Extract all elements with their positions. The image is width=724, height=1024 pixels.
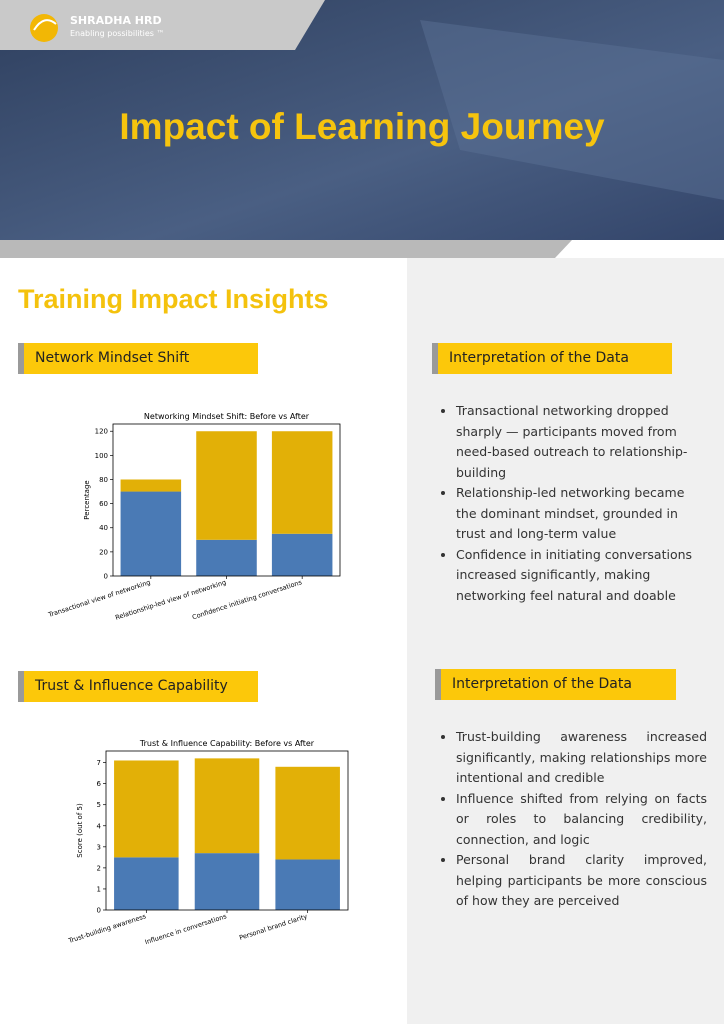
y-axis-label: Percentage [83,480,91,519]
bar-segment [275,859,340,910]
bullet-list: Transactional networking dropped sharply… [438,401,706,606]
bullet: Influence shifted from relying on facts … [456,789,707,851]
panel-label: Trust & Influence Capability [18,671,258,702]
y-tick-label: 20 [99,548,108,556]
y-tick-label: 60 [99,500,108,508]
chart: Trust & Influence Capability: Before vs … [67,739,349,946]
bar-segment [275,766,340,860]
y-tick-label: 7 [97,759,101,767]
y-tick-label: 3 [97,843,101,851]
x-tick-label: Personal brand clarity [238,912,308,942]
y-tick-label: 2 [97,864,101,872]
header: SHRADHA HRD Enabling possibilities ™ [0,0,724,258]
bar-segment [271,533,333,576]
interpretation-label: Interpretation of the Data [435,669,676,700]
bar-segment [120,491,182,576]
bar-segment [114,857,179,910]
interpretation-label: Interpretation of the Data [432,343,672,374]
bullet-list: Trust-building awareness increased signi… [438,727,707,912]
x-tick-label: Influence in conversations [144,912,228,946]
bar-segment [120,479,182,492]
bar-segment [194,758,260,854]
bar-segment [271,431,333,534]
y-tick-label: 4 [97,822,102,830]
y-tick-label: 80 [99,476,108,484]
header-art [0,0,724,258]
bar-segment [196,431,257,540]
x-tick-label: Trust-building awareness [67,912,148,945]
plot-frame [112,423,341,577]
side-panel [407,258,724,1024]
bullet: Personal brand clarity improved, helping… [456,850,707,912]
y-tick-label: 0 [97,907,101,915]
y-tick-label: 1 [97,885,101,893]
y-tick-label: 100 [95,452,108,460]
y-axis-label: Score (out of 5) [76,803,84,858]
panel-label: Network Mindset Shift [18,343,258,374]
section-title: Training Impact Insights [18,284,329,314]
y-tick-label: 6 [97,780,102,788]
bullet: Confidence in initiating conversations i… [456,545,706,607]
bar-segment [114,760,179,858]
chart-title: Networking Mindset Shift: Before vs Afte… [144,412,310,421]
y-tick-label: 5 [97,801,101,809]
brand: SHRADHA HRD [70,14,162,27]
chart: Networking Mindset Shift: Before vs Afte… [46,412,341,622]
bar-segment [196,539,257,576]
plot-frame [105,750,349,911]
y-tick-label: 40 [99,524,108,532]
page-title: Impact of Learning Journey [119,106,605,147]
bar-segment [194,853,260,910]
bullet: Transactional networking dropped sharply… [456,401,706,483]
bullet: Relationship-led networking became the d… [456,483,706,545]
y-tick-label: 0 [104,573,108,581]
bullet: Trust-building awareness increased signi… [456,727,707,789]
y-tick-label: 120 [95,428,108,436]
chart-title: Trust & Influence Capability: Before vs … [139,739,315,748]
tagline: Enabling possibilities ™ [70,29,165,38]
